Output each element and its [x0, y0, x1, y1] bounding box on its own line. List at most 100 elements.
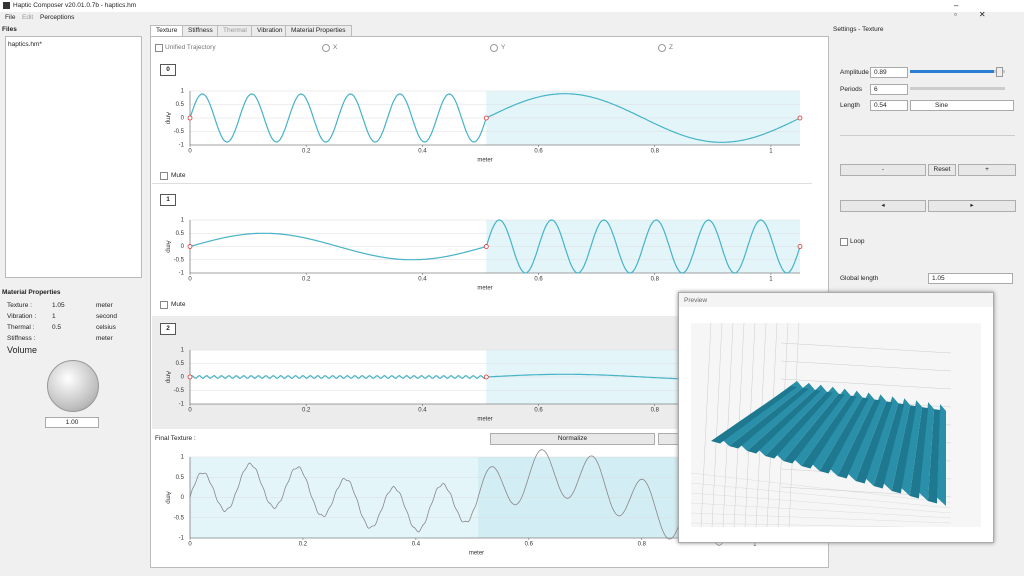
- keypoint: [797, 244, 803, 249]
- track-0: [152, 56, 812, 184]
- y-tick-label: -1: [179, 143, 185, 149]
- file-list[interactable]: haptics.hm*: [5, 36, 142, 278]
- menu-file[interactable]: File: [5, 14, 16, 21]
- y-tick-label: 0: [181, 375, 185, 381]
- tab[interactable]: Thermal: [217, 25, 253, 37]
- keypoint: [483, 244, 489, 249]
- x-tick-label: 0.6: [534, 149, 543, 155]
- y-tick-label: -1: [179, 402, 185, 408]
- preview-surface: [711, 386, 797, 444]
- preview-surface: [756, 384, 827, 456]
- track-label[interactable]: 0: [160, 64, 176, 76]
- axes: [189, 220, 800, 274]
- preview-grid: [780, 378, 952, 390]
- x-tick-label: 0.2: [302, 149, 311, 155]
- y-tick-label: 0: [181, 244, 185, 250]
- x-tick-label: 0.2: [302, 277, 311, 283]
- files-title: Files: [2, 26, 17, 33]
- x-tick-label: 0.6: [534, 277, 543, 283]
- x-axis-label: meter: [477, 417, 492, 423]
- y-axis-label: Amp: [164, 112, 170, 125]
- keypoint: [187, 244, 193, 249]
- keypoint: [483, 115, 489, 121]
- y-axis-label: Amp: [164, 371, 170, 384]
- menu-edit[interactable]: Edit: [22, 14, 34, 21]
- waveform-select[interactable]: Sine: [910, 100, 1014, 111]
- mute-label: Mute: [171, 301, 186, 308]
- preview-surface: [900, 400, 923, 496]
- x-tick-label: 0.8: [651, 277, 660, 283]
- length-input[interactable]: 0.54: [870, 100, 908, 111]
- radio-x[interactable]: [322, 44, 330, 52]
- mp-label: Vibration :: [7, 313, 37, 320]
- preview-grid: [711, 323, 723, 527]
- preview-surface: [918, 402, 935, 501]
- x-tick-label: 0.2: [302, 408, 311, 414]
- x-tick-label: 1: [753, 542, 757, 548]
- x-tick-label: 0.4: [418, 277, 427, 283]
- prev-button[interactable]: ◂: [840, 200, 926, 212]
- y-tick-label: -0.5: [174, 257, 185, 263]
- mute-checkbox[interactable]: [160, 172, 168, 180]
- mp-label: Texture :: [7, 302, 32, 309]
- x-tick-label: 1: [769, 149, 773, 155]
- amplitude-slider[interactable]: [910, 70, 1005, 73]
- mute-label: Mute: [171, 172, 186, 179]
- radio-z[interactable]: [658, 44, 666, 52]
- axes: [189, 350, 800, 405]
- preview-surface: [801, 395, 857, 469]
- periods-label: Periods: [840, 86, 863, 93]
- y-tick-label: 0: [181, 495, 185, 501]
- preview-surface: [783, 393, 845, 464]
- track-label[interactable]: 2: [160, 323, 176, 335]
- x-axis-label: meter: [469, 551, 484, 557]
- preview-surface: [927, 409, 941, 504]
- periods-input[interactable]: 6: [870, 84, 908, 95]
- x-tick-label: 0: [188, 408, 192, 414]
- x-tick-label: 0.2: [299, 542, 308, 548]
- tab[interactable]: Material Properties: [285, 25, 352, 37]
- preview-grid: [691, 472, 952, 504]
- keypoint: [187, 115, 193, 121]
- volume-input[interactable]: 1.00: [45, 417, 99, 428]
- next-button[interactable]: ▸: [928, 200, 1016, 212]
- window-controls[interactable]: –▫✕: [954, 1, 1008, 19]
- volume-knob[interactable]: [47, 360, 99, 412]
- y-tick-label: 1: [181, 218, 185, 224]
- normalize-button[interactable]: Normalize: [490, 433, 655, 445]
- y-tick-label: -0.5: [174, 129, 185, 135]
- axes: [189, 91, 800, 146]
- menu-perceptions[interactable]: Perceptions: [40, 14, 75, 21]
- window-title: Haptic Composer v20.01.0.7b - haptics.hm: [13, 2, 137, 9]
- preview-surface: [873, 403, 905, 489]
- keypoint: [797, 115, 803, 121]
- slider-handle[interactable]: [996, 67, 1003, 77]
- x-tick-label: 0.8: [638, 542, 647, 548]
- x-tick-label: 0.4: [418, 149, 427, 155]
- radio-y[interactable]: [490, 44, 498, 52]
- track-label[interactable]: 1: [160, 194, 176, 206]
- amplitude-input[interactable]: 0.89: [870, 67, 908, 78]
- mp-label: Stiffness :: [7, 335, 36, 342]
- preview-surface: [810, 390, 863, 471]
- mp-unit: celsius: [96, 324, 116, 331]
- file-item[interactable]: haptics.hm*: [8, 41, 42, 48]
- y-tick-label: -1: [179, 271, 185, 277]
- global-length-label: Global length: [840, 275, 879, 282]
- preview-surface: [909, 407, 929, 499]
- separator: [840, 135, 1015, 136]
- preview-grid: [780, 342, 952, 354]
- mute-checkbox[interactable]: [160, 301, 168, 309]
- reset-button[interactable]: Reset: [928, 164, 956, 176]
- periods-slider[interactable]: [910, 87, 1005, 90]
- global-length-input[interactable]: 1.05: [928, 273, 1013, 284]
- plus-button[interactable]: +: [958, 164, 1016, 176]
- unified-checkbox[interactable]: [155, 44, 163, 52]
- preview-window: Preview: [678, 292, 994, 543]
- x-tick-label: 0.4: [418, 408, 427, 414]
- tab[interactable]: Vibration: [251, 25, 289, 37]
- loop-checkbox[interactable]: [840, 238, 848, 246]
- minus-button[interactable]: -: [840, 164, 926, 176]
- y-tick-label: 0: [181, 116, 185, 122]
